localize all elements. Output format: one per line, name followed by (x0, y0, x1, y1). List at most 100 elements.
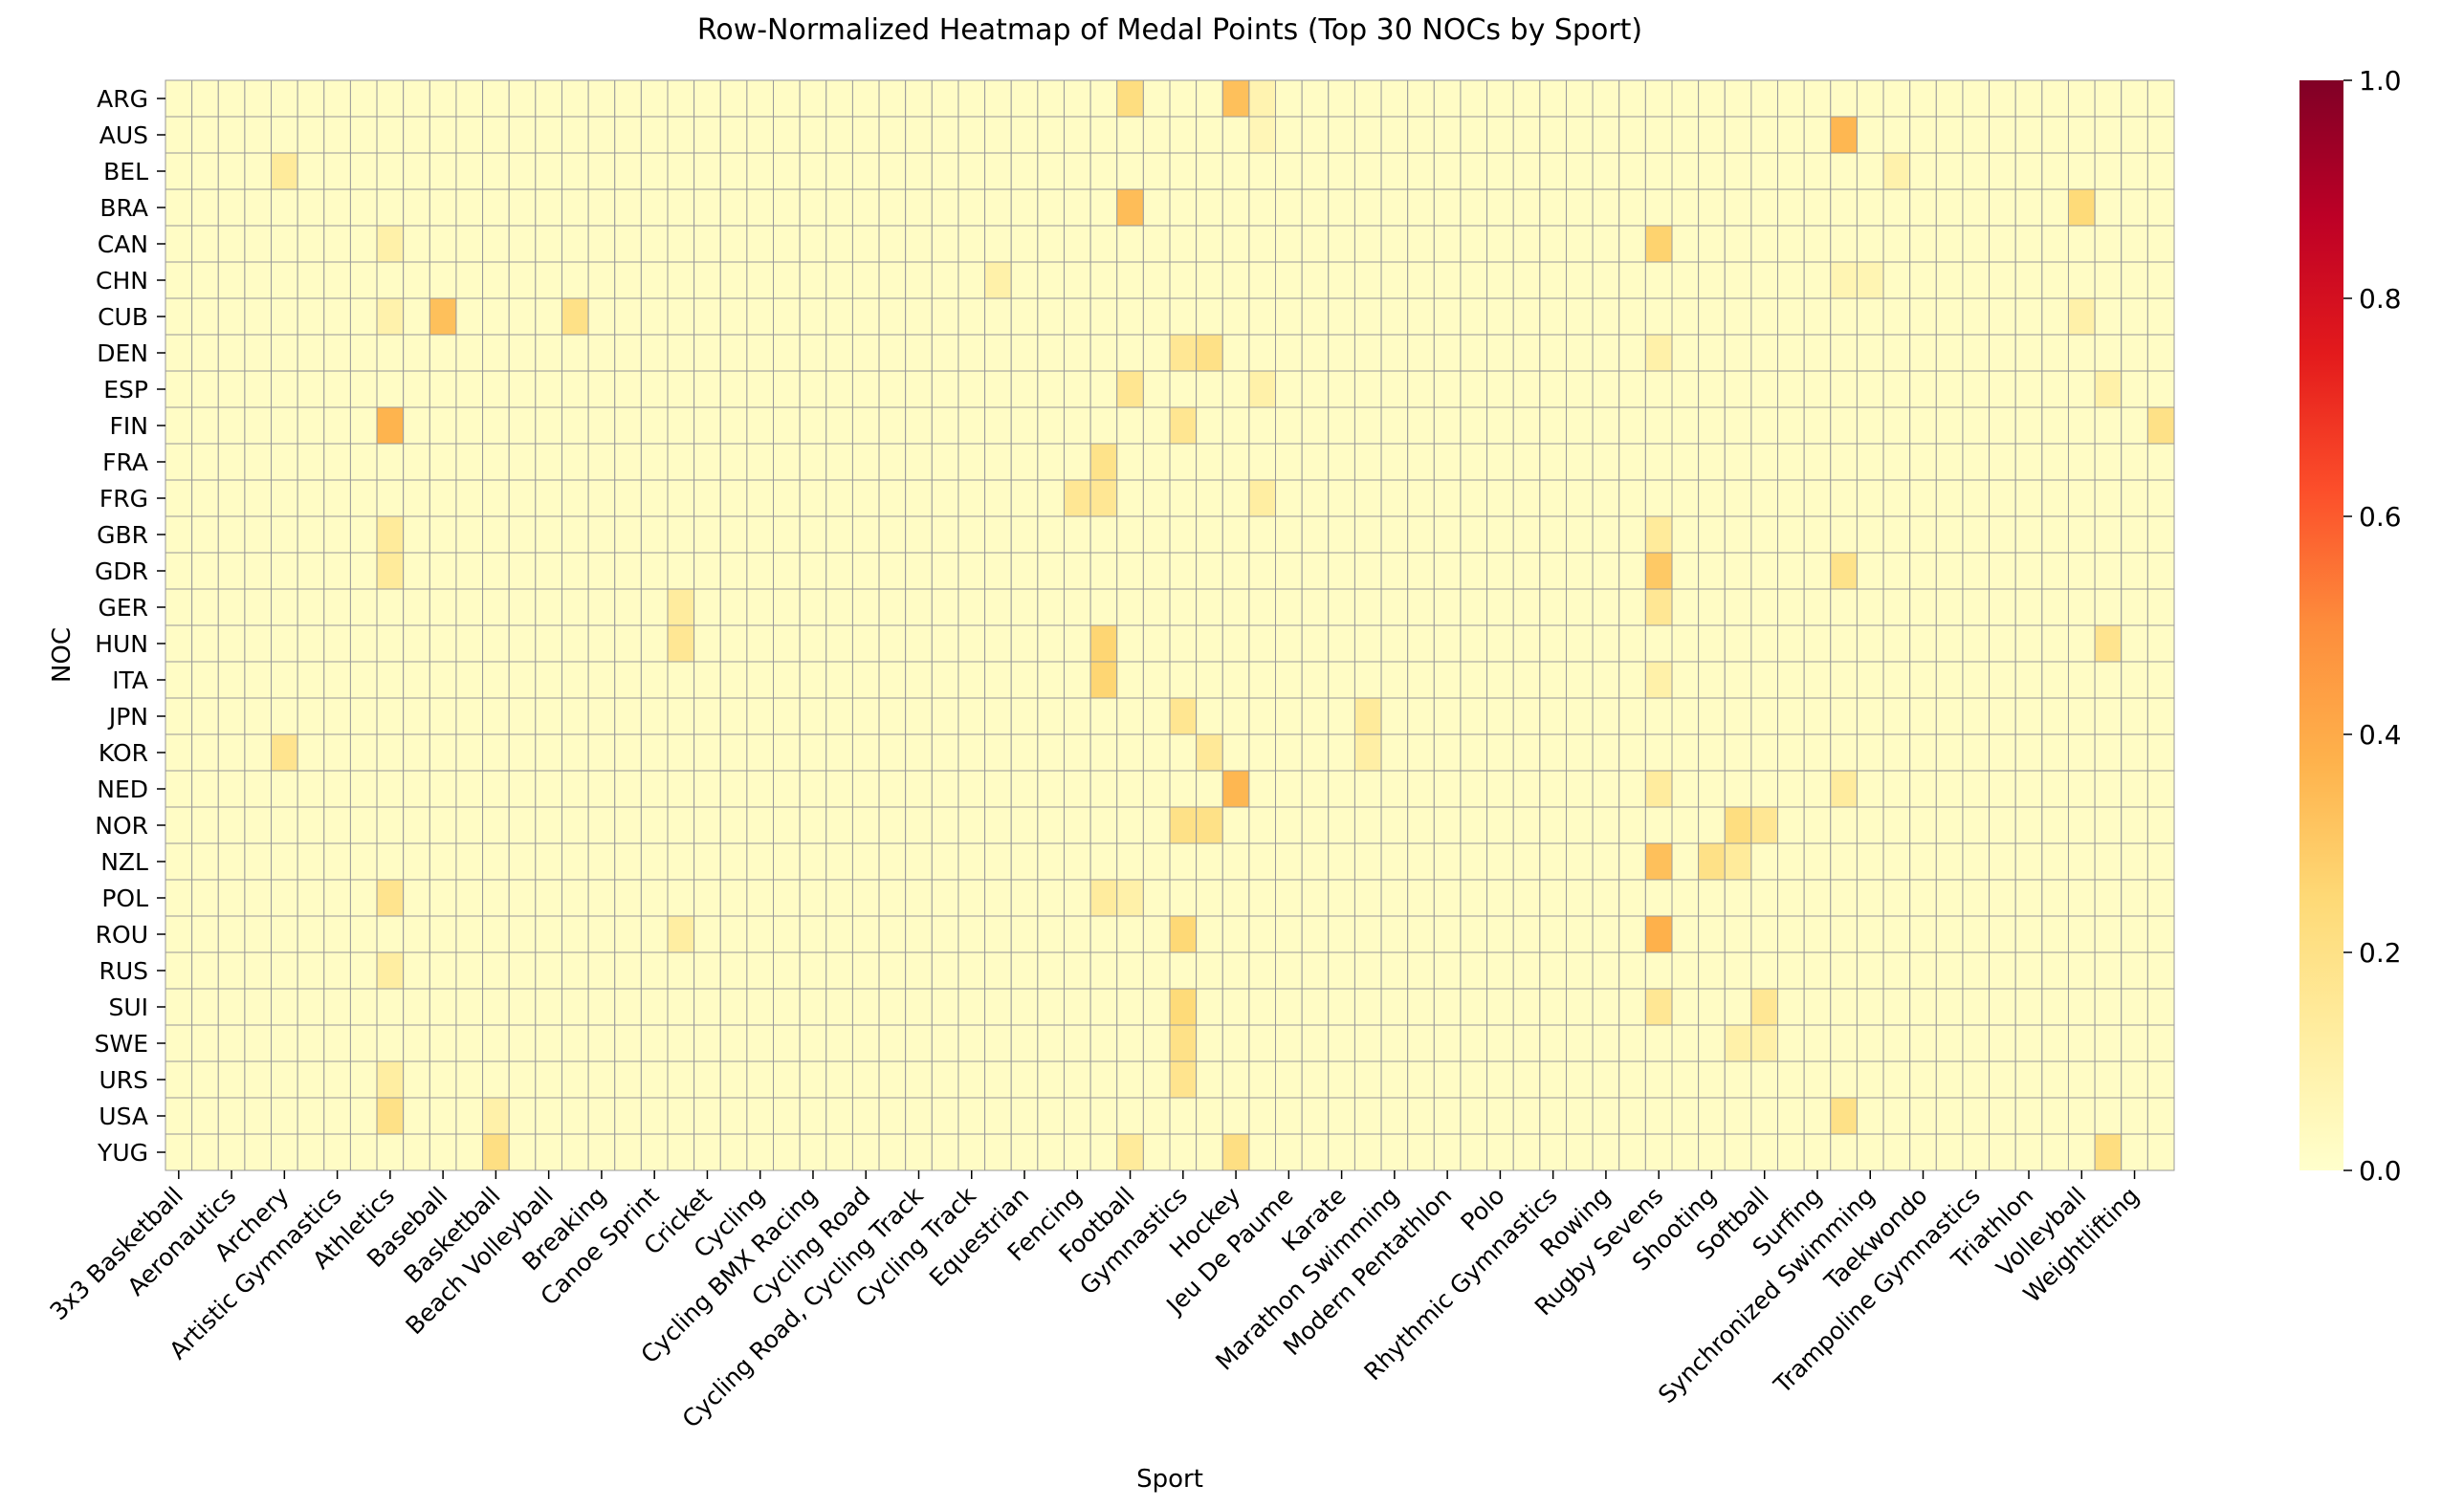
heatmap-cell (1010, 951, 1039, 990)
heatmap-cell (746, 588, 775, 626)
heatmap-cell (1935, 406, 1964, 445)
heatmap-cell (931, 624, 959, 663)
heatmap-cell (165, 552, 193, 590)
heatmap-cell (1433, 951, 1462, 990)
heatmap-cell (1248, 479, 1277, 517)
heatmap-cell (271, 951, 298, 990)
heatmap-cell (1010, 152, 1039, 190)
heatmap-cell (1010, 116, 1039, 154)
heatmap-cell (825, 225, 853, 263)
heatmap-cell (984, 915, 1012, 953)
heatmap-cell (1063, 770, 1091, 808)
heatmap-cell (1116, 443, 1144, 481)
heatmap-cell (1353, 588, 1382, 626)
heatmap-cell (1328, 806, 1355, 844)
heatmap-cell (1962, 661, 1991, 699)
heatmap-cell (957, 879, 986, 917)
heatmap-cell (1275, 1060, 1303, 1099)
heatmap-cell (1909, 152, 1937, 190)
heatmap-cell (1539, 515, 1567, 554)
heatmap-cell (482, 552, 510, 590)
heatmap-cell (1407, 1060, 1435, 1099)
heatmap-cell (2014, 116, 2043, 154)
heatmap-cell (587, 79, 616, 118)
y-tick-label: HUN (95, 630, 148, 658)
heatmap-cell (1618, 479, 1646, 517)
heatmap-cell (271, 261, 298, 299)
heatmap-cell (508, 370, 537, 408)
heatmap-cell (349, 515, 378, 554)
heatmap-cell (429, 842, 457, 881)
heatmap-cell (1935, 988, 1964, 1026)
heatmap-cell (1671, 1133, 1700, 1171)
heatmap-cell (1460, 879, 1488, 917)
heatmap-cell (1989, 697, 2016, 735)
heatmap-cell (1962, 479, 1991, 517)
chart-title: Row-Normalized Heatmap of Medal Points (… (697, 13, 1642, 47)
heatmap-cell (667, 552, 695, 590)
heatmap-cell (719, 842, 748, 881)
heatmap-cell (1724, 261, 1752, 299)
heatmap-cell (1010, 370, 1039, 408)
heatmap-cell (1301, 733, 1330, 772)
heatmap-cell (2014, 79, 2043, 118)
heatmap-cell (1882, 116, 1911, 154)
heatmap-cell (535, 370, 562, 408)
heatmap-cell (1380, 225, 1409, 263)
heatmap-cell (1698, 188, 1726, 227)
heatmap-cell (1671, 79, 1700, 118)
heatmap-cell (165, 79, 193, 118)
heatmap-cell (403, 1060, 430, 1099)
heatmap-cell (1592, 334, 1620, 372)
heatmap-cell (244, 1060, 273, 1099)
heatmap-cell (1037, 261, 1065, 299)
heatmap-cell (1221, 1024, 1250, 1062)
heatmap-cell (2014, 1133, 2043, 1171)
heatmap-cell (957, 806, 986, 844)
heatmap-cell (2014, 951, 2043, 990)
heatmap-cell (1644, 624, 1673, 663)
heatmap-cell (2146, 1060, 2175, 1099)
heatmap-cell (1856, 116, 1884, 154)
heatmap-cell (1275, 261, 1303, 299)
heatmap-cell (1724, 661, 1752, 699)
heatmap-cell (508, 733, 537, 772)
heatmap-cell (1989, 1024, 2016, 1062)
heatmap-cell (1010, 334, 1039, 372)
heatmap-cell (403, 951, 430, 990)
heatmap-cell (1671, 297, 1700, 336)
heatmap-cell (773, 1024, 801, 1062)
heatmap-cell (878, 188, 907, 227)
heatmap-cell (1989, 79, 2016, 118)
heatmap-cell (825, 261, 853, 299)
heatmap-cell (535, 1097, 562, 1135)
heatmap-cell (1407, 697, 1435, 735)
heatmap-cell (403, 334, 430, 372)
heatmap-cell (1142, 770, 1171, 808)
heatmap-cell (825, 806, 853, 844)
heatmap-cell (1089, 951, 1118, 990)
heatmap-cell (217, 443, 246, 481)
heatmap-cell (455, 988, 484, 1026)
heatmap-cell (957, 1097, 986, 1135)
heatmap-cell (323, 552, 351, 590)
heatmap-cell (1328, 370, 1355, 408)
heatmap-cell (1539, 770, 1567, 808)
heatmap-cell (1592, 624, 1620, 663)
heatmap-cell (878, 624, 907, 663)
heatmap-cell (851, 879, 880, 917)
heatmap-cell (297, 297, 325, 336)
heatmap-cell (349, 552, 378, 590)
heatmap-cell (535, 188, 562, 227)
heatmap-cell (1777, 406, 1805, 445)
heatmap-cell (244, 188, 273, 227)
heatmap-cell (1142, 116, 1171, 154)
heatmap-cell (1989, 1097, 2016, 1135)
heatmap-cell (1512, 588, 1541, 626)
heatmap-cell (244, 624, 273, 663)
heatmap-cell (191, 806, 219, 844)
heatmap-cell (719, 770, 748, 808)
heatmap-cell (1803, 1060, 1832, 1099)
heatmap-cell (1380, 697, 1409, 735)
heatmap-cell (244, 479, 273, 517)
